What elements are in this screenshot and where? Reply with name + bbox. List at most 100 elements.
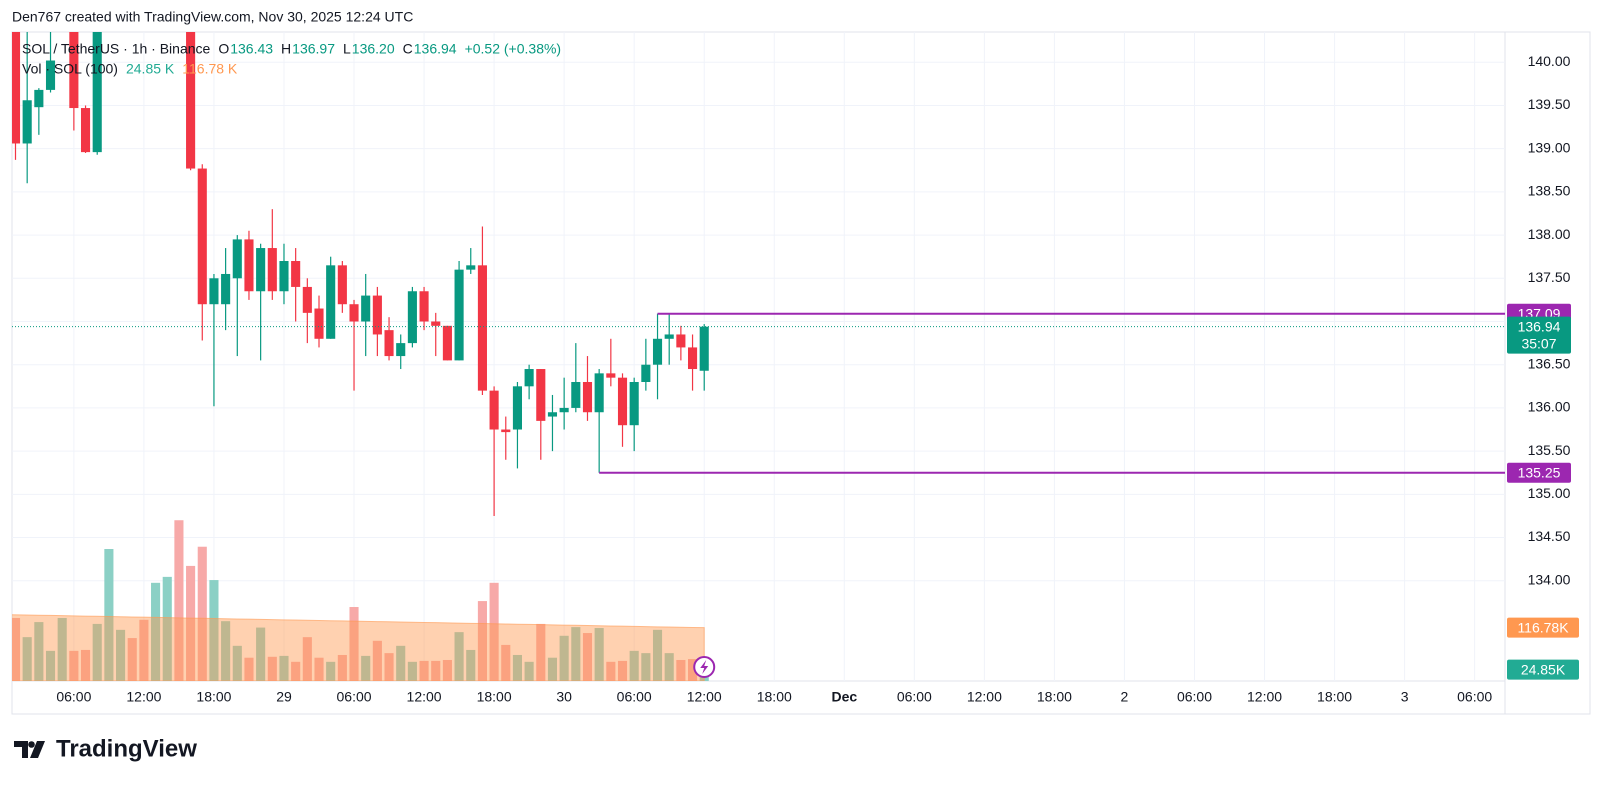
volume-bar (477, 601, 487, 681)
volume-bar (536, 623, 546, 681)
volume-bar (641, 653, 651, 681)
x-tick-label: 3 (1401, 689, 1409, 705)
candle-body (232, 239, 242, 279)
candle-body (571, 381, 581, 408)
candle-body (419, 291, 429, 322)
volume-bar (337, 654, 347, 681)
candle-body (512, 386, 523, 430)
candle-body (501, 429, 511, 433)
x-tick-label: 18:00 (1037, 689, 1072, 705)
candle-body (407, 291, 417, 344)
volume-bar (209, 580, 219, 681)
y-tick-label: 139.50 (1528, 96, 1571, 112)
volume-bar (232, 645, 242, 681)
volume-bar (617, 660, 628, 681)
candle-body (629, 381, 639, 426)
volume-bar (676, 659, 686, 681)
x-tick-label: 06:00 (1177, 689, 1212, 705)
x-tick-label: 2 (1121, 689, 1129, 705)
volume-bar (34, 622, 44, 681)
volume-bar (92, 623, 102, 681)
volume-bar (396, 645, 406, 681)
volume-bar (594, 628, 604, 681)
logo-text: TradingView (56, 735, 197, 762)
candle-body (384, 330, 394, 357)
volume-bar (326, 661, 336, 681)
x-tick-label: 12:00 (687, 689, 722, 705)
volume-bar (559, 635, 569, 681)
volume-label-box (1507, 659, 1579, 680)
volume-bar (419, 660, 429, 681)
x-tick-label: 18:00 (757, 689, 792, 705)
volume-bar (524, 661, 534, 681)
y-tick-label: 135.50 (1528, 442, 1571, 458)
legend-volume-name: Vol · SOL (100) (22, 61, 118, 77)
volume-bar (652, 629, 663, 681)
volume-bar (606, 661, 616, 681)
plot-area (12, 32, 1505, 681)
candle-body (221, 273, 231, 305)
candle-body (92, 32, 102, 153)
x-tick-label: 18:00 (1317, 689, 1352, 705)
candle-body (80, 108, 91, 153)
level-label: 135.25 (1518, 464, 1561, 480)
countdown-label: 35:07 (1521, 335, 1556, 351)
volume-bar (69, 650, 79, 681)
x-tick-label: 18:00 (477, 689, 512, 705)
legend-key: H (281, 41, 291, 57)
candle-body (431, 321, 441, 326)
candle-body (267, 248, 277, 292)
x-tick-label: 29 (276, 689, 292, 705)
x-tick-label: 06:00 (56, 689, 91, 705)
candle-body (442, 325, 452, 361)
y-tick-label: 140.00 (1528, 53, 1571, 69)
volume-bar (162, 576, 172, 681)
candle-body (314, 308, 324, 339)
candle-body (477, 265, 487, 391)
candle-body (256, 248, 266, 292)
candle-body (606, 373, 616, 378)
volume-bar (466, 649, 476, 681)
volume-bar (151, 582, 161, 681)
candle-body (536, 369, 546, 421)
legend-change: +0.52 (+0.38%) (465, 41, 562, 57)
volume-bar (407, 661, 417, 681)
volume-bar (687, 659, 698, 681)
x-tick-label: 06:00 (1457, 689, 1492, 705)
header: Den767 created with TradingView.com, Nov… (12, 9, 413, 25)
volume-label-box (1507, 617, 1579, 638)
candle-body (34, 89, 44, 108)
y-tick-label: 138.50 (1528, 183, 1571, 199)
candle-body (699, 326, 709, 371)
last-price-label: 136.94 (1518, 318, 1561, 334)
legend-value: 136.97 (292, 41, 335, 57)
overlay: 06:00 12:00 18:00 29 06:00 12:00 18:00 30 06:00 1… (22, 41, 1579, 705)
volume-bar (571, 627, 581, 681)
legend-key: L (343, 41, 351, 57)
candle-body (209, 278, 219, 305)
candle-body (186, 32, 196, 169)
candle-body (361, 295, 371, 322)
candle-body (466, 265, 476, 270)
x-tick-label: 06:00 (337, 689, 372, 705)
candle-body (291, 261, 301, 287)
logo-icon (14, 741, 45, 758)
y-tick-label: 134.00 (1528, 571, 1571, 587)
y-tick-label: 136.00 (1528, 399, 1571, 415)
legend-symbol: SOL / TetherUS · 1h · Binance (22, 41, 211, 57)
volume-bar (582, 633, 593, 681)
volume-bar (302, 637, 312, 681)
volume-bar (349, 607, 359, 681)
volume-bar (45, 650, 56, 681)
x-tick-label: 12:00 (126, 689, 161, 705)
candle-body (302, 286, 312, 313)
y-tick-label: 135.00 (1528, 485, 1571, 501)
volume-bar (186, 565, 196, 681)
chart-frame (11, 31, 1591, 715)
volume-bar (442, 659, 452, 681)
volume-bar (664, 653, 674, 681)
volume-bar (80, 649, 91, 681)
candle-body (244, 239, 254, 292)
volume-bar (384, 653, 394, 681)
